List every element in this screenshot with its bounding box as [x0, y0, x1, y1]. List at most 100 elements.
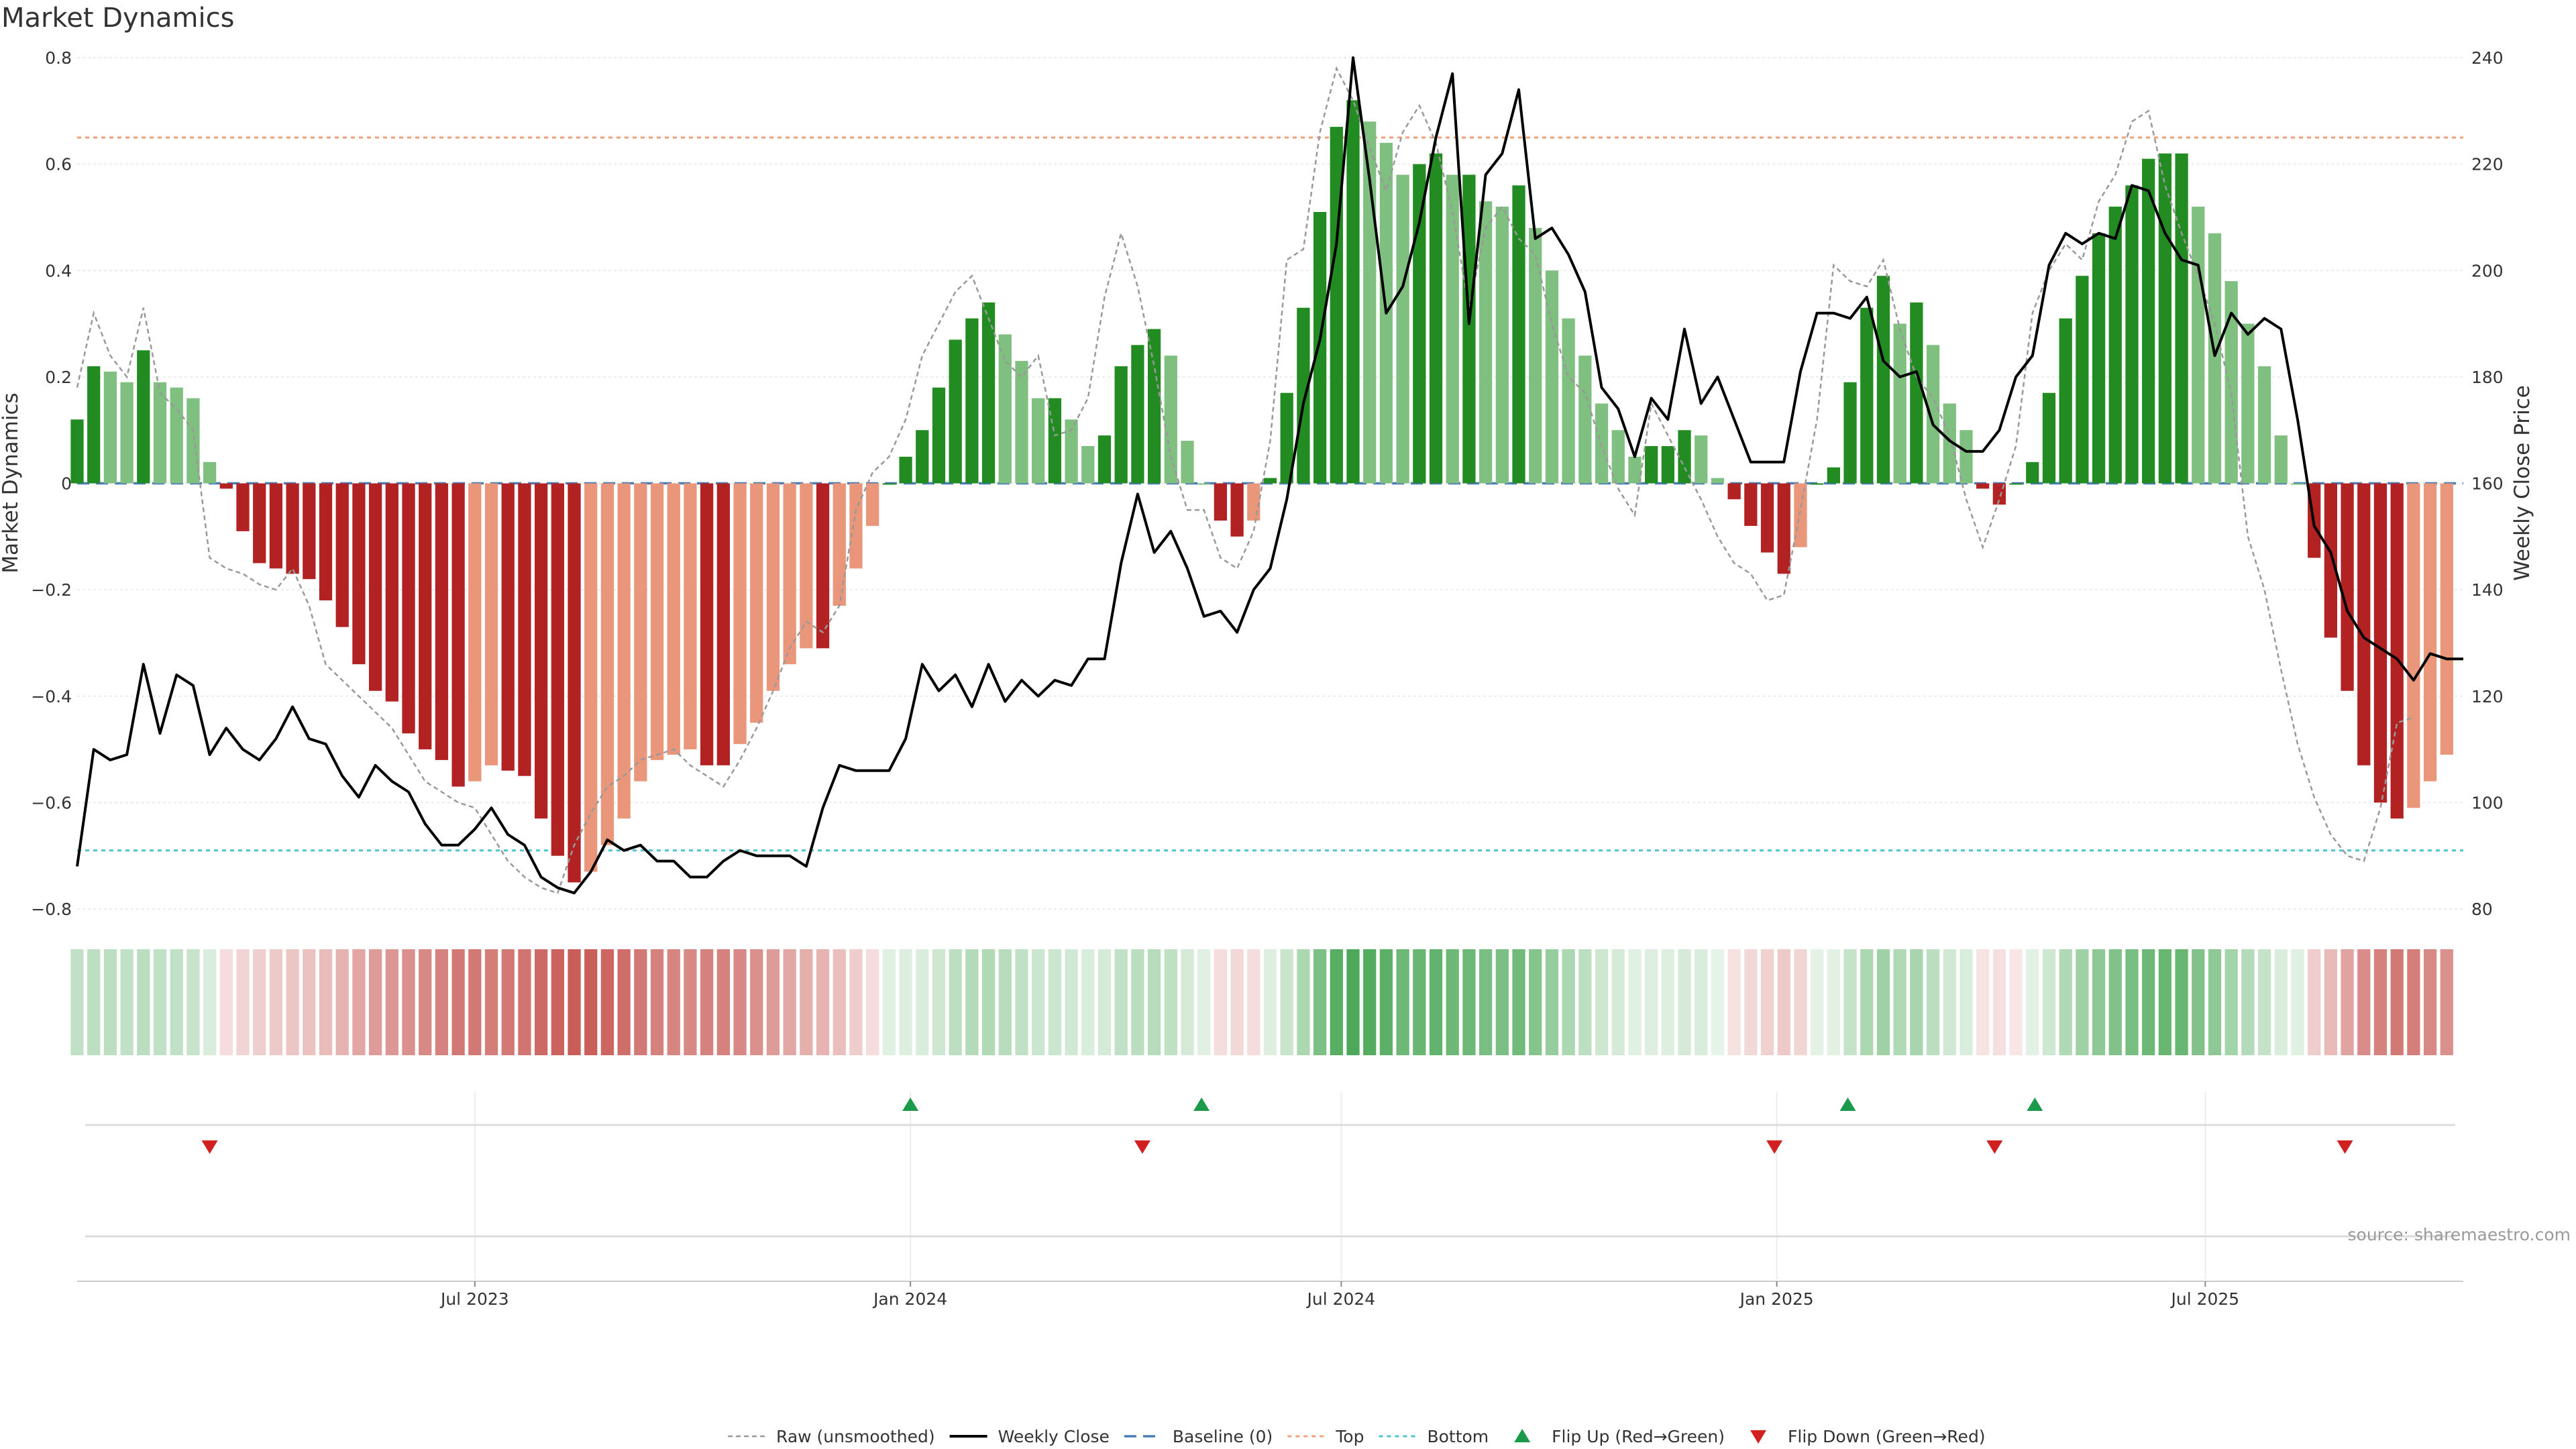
heat-cell — [1976, 949, 1990, 1055]
heat-cell — [2407, 949, 2420, 1055]
momentum-bar — [1181, 441, 1194, 484]
heat-cell — [1181, 949, 1194, 1055]
momentum-bar — [2341, 483, 2354, 691]
heat-cell — [535, 949, 548, 1055]
left-tick-label: −0.8 — [31, 900, 72, 919]
momentum-bar — [899, 456, 912, 484]
momentum-bar — [1794, 483, 1807, 547]
momentum-bar — [1760, 483, 1774, 553]
momentum-bar — [981, 302, 996, 484]
heat-cell — [269, 949, 283, 1055]
momentum-bar — [1429, 153, 1443, 484]
momentum-bar — [1479, 201, 1493, 484]
raw-line-layer — [76, 66, 2414, 894]
heat-cell — [2009, 949, 2023, 1055]
heat-cell — [1396, 949, 1409, 1055]
momentum-bar — [916, 430, 929, 484]
heat-cell — [1695, 949, 1708, 1055]
heat-cell — [766, 949, 780, 1055]
flip-panel-grid — [85, 1091, 2455, 1279]
heat-cell — [1876, 949, 1890, 1055]
heat-cell — [1147, 949, 1161, 1055]
left-tick-label: 0.8 — [45, 48, 72, 68]
heat-cell — [1777, 949, 1790, 1055]
heat-cell — [1760, 949, 1774, 1055]
momentum-bar — [2009, 483, 2023, 485]
heat-cell — [916, 949, 929, 1055]
momentum-bar — [1860, 307, 1874, 484]
heat-cell — [1562, 949, 1575, 1055]
heat-cell — [2390, 949, 2404, 1055]
heat-cell — [2175, 949, 2188, 1055]
momentum-bar — [253, 483, 266, 564]
momentum-bar — [1131, 345, 1144, 484]
momentum-bar — [1097, 435, 1112, 484]
heat-cell — [120, 949, 133, 1055]
momentum-bar — [882, 483, 896, 485]
momentum-bar — [1263, 478, 1277, 484]
momentum-bar — [2241, 323, 2255, 484]
legend: Raw (unsmoothed) Weekly Close Baseline (0)… — [728, 1427, 1986, 1446]
heat-cell — [1379, 949, 1393, 1055]
heat-cell — [2026, 949, 2039, 1055]
momentum-bar — [1678, 430, 1691, 484]
momentum-bar — [1562, 318, 1575, 484]
heat-cell — [186, 949, 200, 1055]
momentum-bar — [2208, 233, 2222, 484]
heat-cell — [1263, 949, 1277, 1055]
momentum-bar — [551, 483, 564, 856]
heat-cell — [2076, 949, 2089, 1055]
x-axis: Jul 2023 Jan 2024 Jul 2024 Jan 2025 Jul 2025 — [77, 1281, 2463, 1309]
momentum-bar — [816, 483, 830, 649]
heat-cell — [1545, 949, 1559, 1055]
momentum-bar — [766, 483, 780, 691]
momentum-bar — [1512, 185, 1525, 484]
momentum-bar — [2108, 207, 2122, 484]
momentum-bar — [2192, 207, 2205, 484]
heat-cell — [1843, 949, 1857, 1055]
heat-cell — [2341, 949, 2354, 1055]
legend-label: Raw (unsmoothed) — [776, 1427, 935, 1446]
left-tick-label: 0.4 — [45, 261, 72, 280]
heat-cell — [1960, 949, 1973, 1055]
heat-cell — [303, 949, 316, 1055]
heat-cell — [1827, 949, 1840, 1055]
heat-cell — [1479, 949, 1493, 1055]
heat-cell — [153, 949, 167, 1055]
flip-down-marker — [1986, 1140, 2003, 1154]
heat-cell — [2059, 949, 2072, 1055]
momentum-bar — [1495, 207, 1509, 484]
momentum-bar — [1081, 445, 1095, 484]
momentum-bar — [750, 483, 763, 723]
heat-cell — [1678, 949, 1691, 1055]
momentum-bar — [617, 483, 631, 819]
momentum-bar — [435, 483, 449, 760]
legend-label: Top — [1335, 1427, 1364, 1446]
heat-cell — [932, 949, 946, 1055]
flip-up-marker — [2027, 1097, 2043, 1111]
heat-cell — [1015, 949, 1028, 1055]
heat-cell — [368, 949, 382, 1055]
momentum-bar — [2076, 276, 2089, 484]
momentum-bar — [2440, 483, 2453, 755]
heat-cell — [402, 949, 415, 1055]
momentum-bar — [1876, 276, 1890, 484]
legend-item: Flip Down (Green→Red) — [1750, 1427, 1986, 1446]
heat-cell — [2142, 949, 2155, 1055]
legend-swatch — [1750, 1430, 1767, 1444]
heat-cell — [1578, 949, 1592, 1055]
momentum-bar — [2423, 483, 2437, 782]
legend-item: Flip Up (Red→Green) — [1514, 1427, 1725, 1446]
heat-cell — [733, 949, 747, 1055]
momentum-bar — [1346, 100, 1360, 484]
heat-cell — [518, 949, 531, 1055]
momentum-bar — [1695, 435, 1708, 484]
momentum-bar — [518, 483, 531, 776]
momentum-bar — [468, 483, 482, 782]
momentum-bar — [501, 483, 515, 771]
heat-cell — [1413, 949, 1426, 1055]
momentum-bar — [186, 398, 200, 484]
momentum-bar — [932, 387, 946, 484]
